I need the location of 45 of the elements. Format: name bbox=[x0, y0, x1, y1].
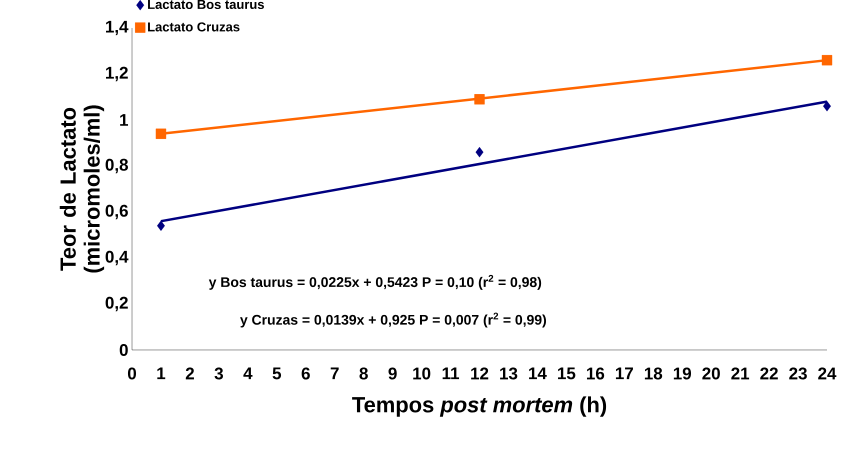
x-tick-label: 3 bbox=[214, 368, 223, 380]
x-tick-label: 13 bbox=[500, 368, 518, 380]
x-tick-label: 24 bbox=[818, 368, 836, 380]
x-tick-label: 14 bbox=[529, 368, 547, 380]
x-tick-label: 18 bbox=[644, 368, 662, 380]
x-tick-label: 1 bbox=[157, 368, 166, 380]
x-tick-label: 11 bbox=[442, 368, 460, 380]
annotation: y Bos taurus = 0,0225x + 0,5423 P = 0,10 (r$^{2}$ = 0,98) bbox=[208, 274, 542, 290]
point bbox=[156, 128, 166, 139]
point bbox=[476, 146, 484, 158]
x-tick-label: 5 bbox=[272, 368, 282, 380]
y-tick-label: 1 bbox=[120, 114, 128, 126]
x-tick-label: 10 bbox=[413, 368, 430, 380]
x-tick-label: 17 bbox=[616, 368, 633, 380]
x-tick-label: 19 bbox=[674, 368, 692, 380]
y-tick-label: 0,4 bbox=[106, 250, 128, 266]
x-tick-label: 22 bbox=[760, 368, 778, 380]
y-tick-label: 1,4 bbox=[106, 20, 128, 36]
x-tick-label: 15 bbox=[558, 368, 576, 380]
y-tick-label: 0,8 bbox=[106, 158, 128, 174]
x-tick-label: 4 bbox=[243, 368, 252, 380]
y-tick-label: 0,2 bbox=[106, 296, 128, 312]
x-tick-label: 7 bbox=[330, 368, 339, 380]
x-tick-label: 9 bbox=[388, 368, 397, 380]
x-tick-label: 16 bbox=[586, 368, 604, 380]
x-tick-label: 8 bbox=[360, 368, 368, 380]
y-tick-label: 1,2 bbox=[106, 66, 128, 82]
x-tick-label: 2 bbox=[186, 368, 194, 380]
annotation: y Cruzas = 0,0139x + 0,925 P = 0,007 (r$^{2}$ = 0,99) bbox=[240, 312, 546, 328]
y-tick-label: 0,6 bbox=[106, 204, 128, 220]
x-tick-label: 21 bbox=[731, 368, 750, 380]
x-tick-label: 6 bbox=[302, 368, 310, 380]
y-tick-label: 0 bbox=[120, 344, 128, 356]
point bbox=[822, 54, 832, 66]
x-axis-title: Tempos post mortem (h) bbox=[352, 396, 606, 417]
x-tick-label: 0 bbox=[128, 368, 136, 380]
x-tick-label: 23 bbox=[789, 368, 807, 380]
point bbox=[474, 94, 485, 104]
y-axis-title: Teor de Lactato (micromoles/ml) bbox=[60, 105, 104, 273]
legend-label: Lactato Cruzas bbox=[148, 22, 240, 32]
x-tick-label: 12 bbox=[471, 368, 488, 380]
x-tick-label: 20 bbox=[702, 368, 720, 380]
legend-label: Lactato Bos taurus bbox=[148, 0, 264, 10]
point bbox=[157, 220, 165, 231]
point bbox=[823, 100, 831, 112]
